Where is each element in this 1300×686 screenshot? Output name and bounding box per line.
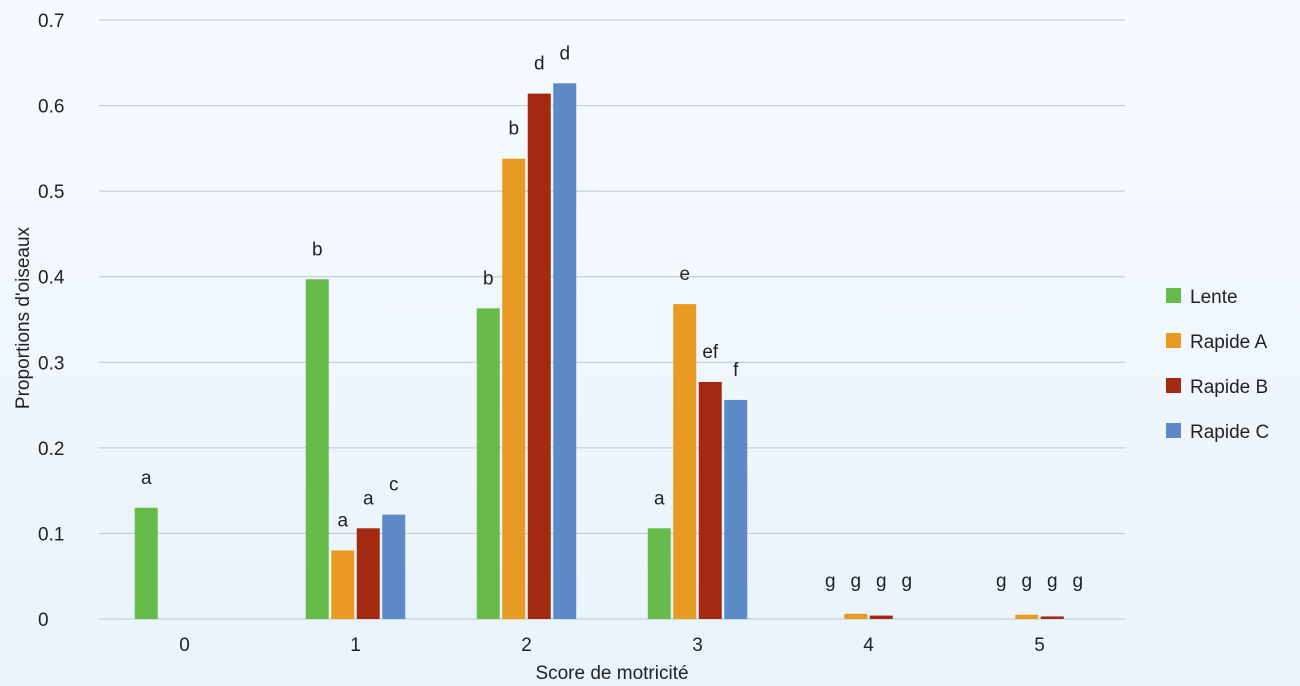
legend-label: Rapide C (1190, 422, 1269, 443)
significance-label: g (996, 571, 1007, 592)
bar-rapide-b-2 (527, 93, 551, 619)
x-tick-label: 2 (521, 635, 532, 656)
significance-label: g (1021, 571, 1032, 592)
bars (134, 83, 1064, 619)
x-tick-label: 1 (350, 635, 361, 656)
bar-rapide-a-2 (502, 158, 526, 619)
significance-label: d (534, 54, 545, 75)
y-tick-label: 0.5 (38, 182, 64, 203)
significance-label: a (141, 468, 152, 489)
significance-label: a (363, 488, 374, 509)
significance-label: ef (702, 342, 719, 363)
bar-lente-3 (647, 528, 671, 619)
y-axis-ticks: 0 0.1 0.2 0.3 0.4 0.5 0.6 0.7 (38, 11, 65, 631)
y-tick-label: 0.3 (38, 353, 64, 374)
significance-label: c (389, 475, 399, 496)
y-tick-label: 0.7 (38, 11, 64, 32)
bar-rapide-c-1 (382, 514, 406, 619)
significance-label: d (559, 43, 570, 64)
y-tick-label: 0.1 (38, 524, 64, 545)
bar-rapide-b-1 (356, 528, 380, 619)
y-tick-label: 0 (38, 610, 49, 631)
y-axis-title: Proportions d'oiseaux (13, 226, 34, 409)
significance-label: g (1047, 571, 1058, 592)
bar-rapide-b-5 (1040, 616, 1064, 619)
bar-lente-2 (476, 308, 500, 619)
legend-swatch (1166, 288, 1181, 303)
bar-rapide-b-3 (698, 381, 722, 619)
significance-label: a (654, 488, 665, 509)
x-tick-label: 4 (863, 635, 874, 656)
x-tick-label: 3 (692, 635, 703, 656)
significance-label: g (1072, 571, 1083, 592)
y-tick-label: 0.4 (38, 268, 65, 289)
x-tick-label: 5 (1034, 635, 1045, 656)
legend: Lente Rapide A Rapide B Rapide C (1166, 287, 1269, 443)
significance-label: a (337, 511, 348, 532)
significance-label: b (483, 268, 494, 289)
legend-label: Lente (1190, 287, 1238, 308)
significance-label: e (679, 264, 690, 285)
x-tick-label: 0 (179, 635, 190, 656)
significance-label: g (876, 571, 887, 592)
significance-label: g (901, 571, 912, 592)
legend-swatch (1166, 378, 1181, 393)
significance-label: b (312, 239, 323, 260)
legend-swatch (1166, 423, 1181, 438)
bar-rapide-c-3 (724, 399, 748, 619)
x-axis-ticks: 0 1 2 3 4 5 (179, 635, 1045, 656)
bar-rapide-b-4 (869, 615, 893, 619)
significance-label: b (508, 119, 519, 140)
bar-rapide-a-1 (331, 550, 355, 619)
bar-rapide-c-2 (553, 83, 577, 619)
y-tick-label: 0.2 (38, 439, 64, 460)
gridlines (99, 19, 1125, 620)
bar-rapide-a-4 (844, 613, 868, 619)
legend-label: Rapide B (1190, 377, 1268, 398)
x-axis-title: Score de motricité (535, 663, 688, 684)
bar-lente-1 (305, 279, 329, 619)
legend-swatch (1166, 333, 1181, 348)
significance-label: g (850, 571, 861, 592)
bar-rapide-a-3 (673, 304, 697, 619)
bar-rapide-a-5 (1015, 614, 1039, 619)
bar-lente-0 (134, 507, 158, 619)
significance-label: f (733, 360, 739, 381)
significance-label: g (825, 571, 836, 592)
legend-label: Rapide A (1190, 332, 1267, 353)
y-tick-label: 0.6 (38, 97, 64, 118)
